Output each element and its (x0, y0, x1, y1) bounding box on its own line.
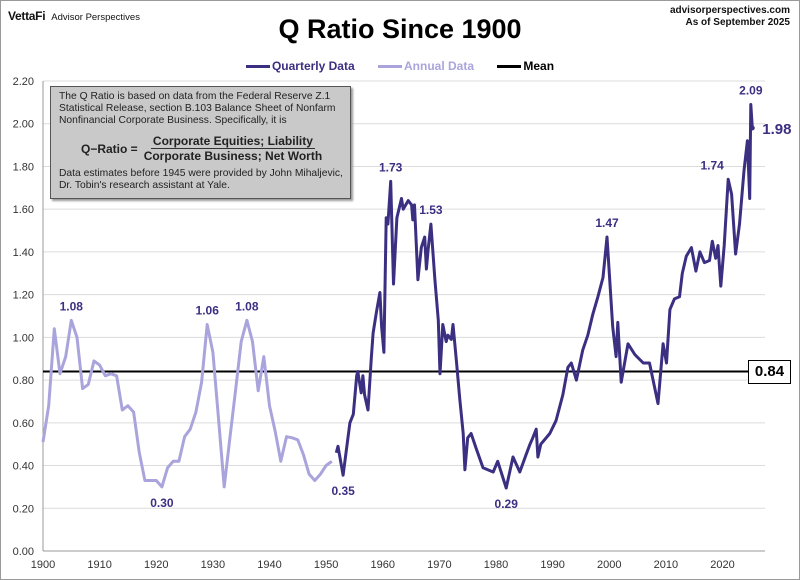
note-footnote: Data estimates before 1945 were provided… (59, 168, 343, 191)
y-tick-label: 2.00 (13, 119, 34, 131)
y-tick-label: 0.60 (13, 418, 34, 430)
data-label: 1.98 (762, 121, 791, 138)
legend-swatch-mean (497, 65, 522, 69)
data-label: 1.06 (196, 304, 220, 318)
x-tick-label: 2000 (597, 559, 621, 571)
x-tick-label: 1990 (540, 559, 564, 571)
mean-value-label: 0.84 (748, 360, 791, 384)
legend: Quarterly Data Annual Data Mean (0, 59, 800, 73)
quarterly-series-line (334, 103, 754, 490)
data-label: 1.73 (379, 160, 403, 174)
data-label: 1.53 (419, 203, 443, 217)
data-label: 1.08 (60, 299, 84, 313)
formula-numerator: Corporate Equities; Liability (150, 134, 315, 149)
legend-label-quarterly: Quarterly Data (271, 59, 355, 73)
x-tick-label: 1900 (31, 559, 55, 571)
chart-title: Q Ratio Since 1900 (278, 14, 522, 44)
y-tick-label: 0.80 (13, 375, 34, 387)
data-label: 0.30 (150, 496, 174, 510)
x-tick-label: 1940 (257, 559, 281, 571)
formula-fraction: Corporate Equities; Liability Corporate … (144, 135, 322, 162)
x-tick-label: 1970 (427, 559, 451, 571)
legend-label-annual: Annual Data (404, 59, 475, 73)
data-label: 2.09 (739, 84, 763, 98)
legend-swatch-annual (378, 65, 402, 69)
latest-point-marker (749, 125, 755, 131)
data-label: 0.29 (495, 497, 519, 511)
x-tick-label: 1980 (484, 559, 508, 571)
source-url: advisorperspectives.com (669, 5, 790, 16)
annual-series-line (41, 318, 333, 489)
brand-logo: VettaFi Advisor Perspectives (8, 9, 140, 23)
y-tick-label: 1.60 (13, 204, 34, 216)
legend-swatch-quarterly (245, 65, 270, 69)
data-label: 1.08 (235, 299, 259, 313)
formula-label: Q−Ratio = (81, 141, 138, 156)
x-tick-label: 2020 (710, 559, 734, 571)
legend-mean: Mean (497, 59, 554, 73)
formula-denominator: Corporate Business; Net Worth (143, 149, 323, 163)
x-tick-label: 1960 (371, 559, 395, 571)
legend-label-mean: Mean (523, 59, 555, 73)
definition-note: The Q Ratio is based on data from the Fe… (50, 86, 351, 199)
y-tick-label: 0.20 (13, 503, 34, 515)
brand-subtitle: Advisor Perspectives (51, 12, 140, 23)
y-tick-label: 1.20 (13, 290, 34, 302)
brand-name: VettaFi (8, 9, 46, 23)
x-tick-label: 1910 (87, 559, 111, 571)
data-label: 1.74 (701, 158, 725, 172)
y-tick-label: 0.00 (13, 546, 34, 558)
source-block: advisorperspectives.com As of September … (670, 5, 790, 29)
q-ratio-formula: Q−Ratio = Corporate Equities; Liability … (81, 135, 345, 162)
y-tick-label: 1.40 (13, 247, 34, 259)
x-tick-label: 1920 (144, 559, 168, 571)
note-text: The Q Ratio is based on data from the Fe… (59, 91, 336, 126)
legend-annual: Annual Data (378, 59, 474, 73)
y-tick-label: 1.00 (13, 332, 34, 344)
data-label: 0.35 (331, 484, 355, 498)
data-label: 1.47 (595, 216, 619, 230)
as-of-date: As of September 2025 (685, 17, 791, 28)
y-tick-label: 1.80 (13, 161, 34, 173)
x-tick-label: 2010 (654, 559, 678, 571)
legend-quarterly: Quarterly Data (245, 59, 355, 73)
x-tick-label: 1930 (201, 559, 225, 571)
y-tick-label: 0.40 (13, 461, 34, 473)
y-tick-label: 2.20 (13, 76, 34, 88)
x-tick-label: 1950 (314, 559, 338, 571)
